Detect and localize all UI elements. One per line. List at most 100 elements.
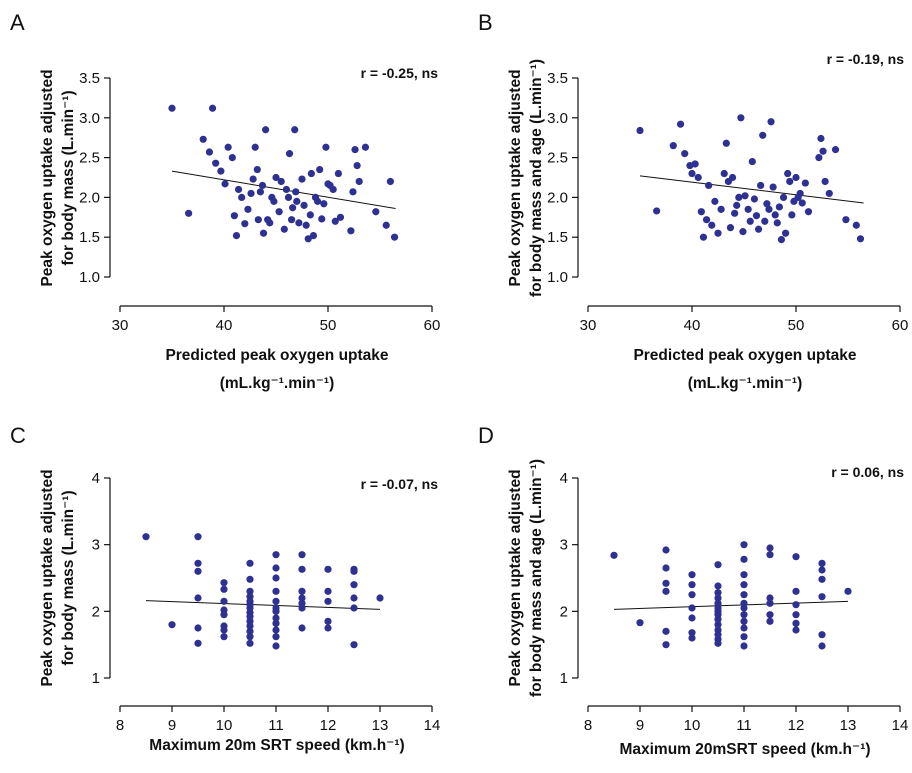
- data-point: [298, 551, 306, 559]
- x-tick-label: 14: [892, 717, 909, 734]
- data-point: [737, 114, 745, 122]
- data-point: [336, 213, 345, 221]
- data-point: [194, 624, 202, 632]
- regression-line: [145, 600, 381, 610]
- data-point: [662, 627, 670, 635]
- y-tick-label: 2: [560, 603, 568, 620]
- data-point: [194, 533, 202, 541]
- data-point: [258, 181, 267, 190]
- data-point: [256, 188, 264, 196]
- x-tick-label: 50: [788, 317, 805, 334]
- x-tick-label: 14: [424, 717, 441, 734]
- data-point: [759, 131, 767, 139]
- data-point: [272, 626, 280, 634]
- y-axis-title-line: Peak oxygen uptake adjusted: [39, 469, 56, 686]
- data-point: [688, 169, 696, 178]
- x-tick-label: 50: [320, 317, 337, 334]
- data-point: [728, 173, 737, 182]
- data-point: [688, 571, 696, 579]
- data-point: [307, 169, 315, 178]
- data-point: [784, 169, 792, 178]
- data-point: [244, 205, 252, 213]
- y-tick-label: 2.5: [547, 150, 568, 167]
- data-point: [272, 597, 280, 605]
- data-point: [856, 235, 865, 243]
- y-axis-title-line: for body mass (L.min⁻¹): [60, 90, 77, 265]
- data-point: [208, 104, 217, 112]
- x-tick-label: 11: [736, 717, 752, 734]
- y-tick-label: 4: [560, 470, 568, 487]
- data-point: [766, 617, 774, 625]
- x-tick-label: 12: [788, 717, 805, 734]
- data-point: [386, 177, 394, 186]
- y-tick-label: 3.0: [547, 110, 568, 127]
- data-point: [767, 118, 775, 126]
- data-point: [277, 177, 285, 186]
- data-point: [754, 225, 763, 233]
- data-point: [792, 601, 800, 609]
- data-point: [669, 142, 677, 150]
- data-point: [842, 216, 850, 224]
- data-point: [168, 621, 176, 629]
- y-tick-label: 3: [560, 537, 568, 554]
- data-point: [230, 212, 238, 220]
- data-point: [752, 212, 761, 220]
- panel-letter: D: [478, 423, 494, 448]
- data-point: [234, 185, 243, 194]
- data-point: [220, 611, 228, 619]
- data-point: [757, 181, 765, 190]
- data-point: [205, 148, 214, 156]
- x-tick-label: 13: [372, 717, 389, 734]
- x-axis-title: Maximum 20m SRT speed (km.h⁻¹): [149, 737, 404, 754]
- x-tick-label: 30: [580, 317, 597, 334]
- data-point: [714, 594, 722, 602]
- data-point: [773, 219, 781, 227]
- data-point: [740, 642, 748, 650]
- data-point: [766, 594, 774, 602]
- data-point: [676, 120, 685, 128]
- x-tick-label: 10: [684, 717, 701, 734]
- data-point: [324, 597, 332, 605]
- x-tick-label: 9: [168, 717, 176, 734]
- data-point: [688, 591, 696, 599]
- data-point: [194, 559, 202, 567]
- x-tick-label: 40: [684, 317, 701, 334]
- data-point: [320, 200, 328, 208]
- data-point: [246, 559, 254, 567]
- data-point: [298, 594, 306, 602]
- data-point: [740, 633, 748, 641]
- y-tick-label: 3.5: [79, 70, 100, 87]
- data-point: [324, 565, 332, 573]
- data-point: [238, 193, 246, 201]
- data-point: [702, 216, 711, 224]
- data-point: [298, 624, 306, 632]
- data-point: [272, 587, 280, 595]
- data-point: [199, 135, 207, 143]
- data-point: [246, 633, 254, 641]
- data-point: [212, 159, 220, 167]
- data-point: [653, 207, 661, 215]
- data-point: [792, 173, 800, 182]
- data-point: [636, 619, 644, 627]
- data-point: [726, 224, 735, 232]
- data-point: [220, 633, 228, 641]
- data-point: [280, 225, 288, 233]
- x-axis-title: (mL.kg⁻¹.min⁻¹): [688, 375, 803, 392]
- data-point: [714, 615, 722, 623]
- y-axis-title-line: Peak oxygen uptake adjusted: [39, 69, 56, 286]
- data-point: [697, 208, 705, 216]
- data-point: [769, 183, 777, 191]
- data-point: [792, 587, 800, 595]
- data-point: [798, 199, 806, 207]
- correlation-annotation: r = -0.07, ns: [361, 476, 439, 492]
- data-point: [309, 232, 318, 240]
- data-point: [246, 627, 254, 635]
- data-point: [247, 189, 255, 198]
- data-point: [254, 216, 262, 224]
- y-tick-label: 2.5: [79, 150, 100, 167]
- y-axis-title-line: for body mass and age (L.min⁻¹): [528, 59, 545, 297]
- data-point: [852, 221, 860, 229]
- data-point: [788, 211, 796, 219]
